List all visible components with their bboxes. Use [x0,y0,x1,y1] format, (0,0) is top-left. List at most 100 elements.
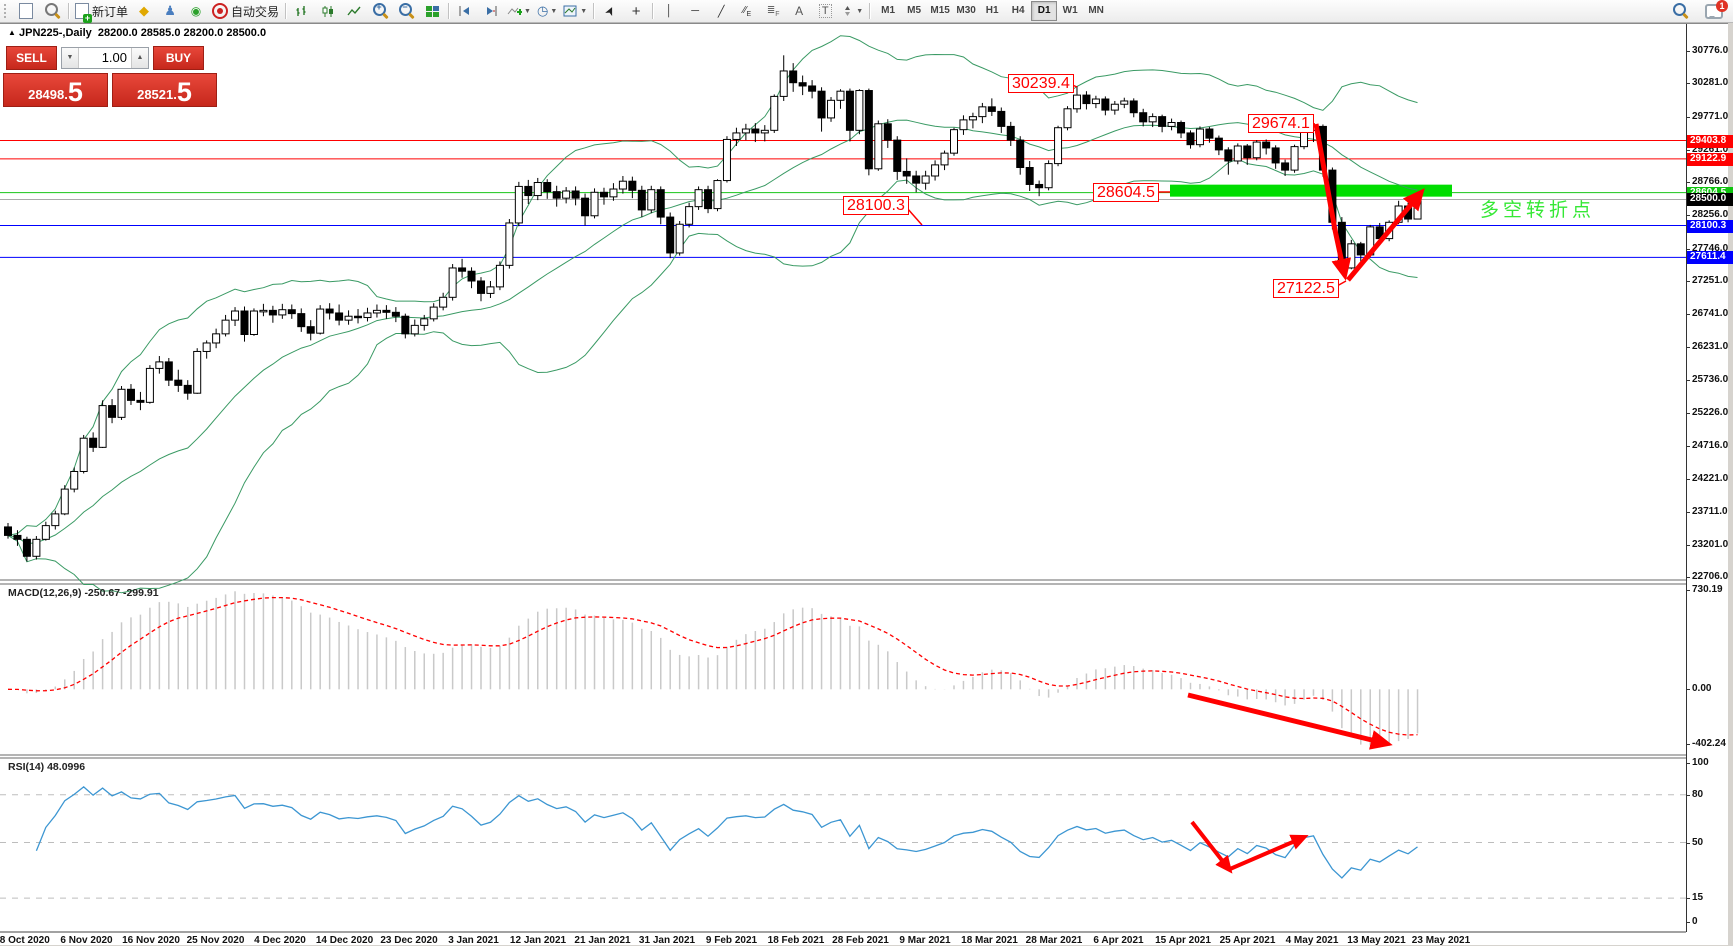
metaeditor-button[interactable]: ◆ [131,0,157,22]
axis-tick-label: 29261.0 [1692,144,1729,155]
axis-tick-mark [1686,577,1690,578]
vertical-line-button[interactable]: │ [656,0,682,22]
axis-tick-label: 24716.0 [1692,440,1729,451]
auto-scroll-button[interactable] [452,0,478,22]
tile-windows-button[interactable] [419,0,445,22]
zoom-out-button[interactable]: − [393,0,419,22]
price-chart-canvas[interactable] [0,24,1688,946]
price-annotation-box[interactable]: 28100.3 [843,196,909,215]
date-axis-label: 23 May 2021 [1411,935,1471,946]
timeframe-m15[interactable]: M15 [930,5,950,16]
date-axis-label: 13 May 2021 [1347,935,1406,946]
horizontal-line-icon: ─ [691,5,700,17]
axis-tick-label: 730.19 [1692,584,1723,595]
auto-trading-button[interactable]: 自动交易 [209,0,282,22]
volume-input[interactable]: 1.00 [101,50,127,65]
fibonacci-button[interactable]: ≣F [760,0,786,22]
timeframe-mn[interactable]: MN [1088,5,1104,16]
axis-tick-label: 15 [1692,892,1704,903]
fibonacci-icon: ≣F [766,4,780,18]
turning-point-annotation[interactable]: 多空转折点 [1480,200,1596,221]
vertical-line-icon: │ [665,5,673,17]
periods-button[interactable]: ◷ ▼ [534,0,560,22]
axis-tick-mark [1686,215,1690,216]
text-tool-button[interactable]: A [786,0,812,22]
price-annotation-box[interactable]: 29674.1 [1248,114,1314,133]
axis-tick-mark [1686,314,1690,315]
trendline-button[interactable]: ╱ [708,0,734,22]
price-annotation-box[interactable]: 30239.4 [1008,74,1074,93]
axis-tick-mark [1686,744,1690,745]
date-axis-label: 3 Jan 2021 [448,935,499,946]
periods-clock-icon: ◷ [536,3,549,18]
buy-price[interactable]: 28521. 5 [112,73,217,107]
notifications-button[interactable]: 1 [1701,0,1728,22]
candlestick-button[interactable] [315,0,341,22]
axis-tick-mark [1686,479,1690,480]
sell-button[interactable]: SELL [6,46,57,70]
axis-tick-label: 0.00 [1692,683,1712,694]
signals-button[interactable]: ◉ [183,0,209,22]
expert-advisor-icon: ♟ [164,3,176,18]
toolbar-drag-handle[interactable] [4,4,11,18]
arrows-tool-icon [845,6,851,16]
timeframe-m1[interactable]: M1 [881,5,896,16]
experts-button[interactable]: ♟ [157,0,183,22]
chat-icon: 1 [1705,0,1728,19]
date-axis-label: 31 Jan 2021 [638,935,696,946]
label-tool-button[interactable]: T [812,0,838,22]
crosshair-button[interactable]: + [623,0,649,22]
arrows-dropdown-arrow: ▼ [856,7,864,15]
templates-button[interactable]: ▼ [560,0,590,22]
axis-tick-label: 27746.0 [1692,243,1729,254]
one-click-trading-panel: SELL ▼ 1.00 ▲ BUY 28498. 5 28521. 5 [3,46,221,107]
price-badge: 28500.0 [1687,193,1733,206]
search-button[interactable] [1667,0,1693,22]
crosshair-icon: + [631,2,641,20]
timeframe-h4[interactable]: H4 [1011,5,1025,16]
cursor-button[interactable]: ➤ [597,0,623,22]
timeframe-w1[interactable]: W1 [1062,5,1078,16]
horizontal-line-button[interactable]: ─ [682,0,708,22]
line-chart-button[interactable] [341,0,367,22]
zoom-in-button[interactable]: + [367,0,393,22]
price-annotation-box[interactable]: 27122.5 [1273,279,1339,298]
date-axis-label: 28 Mar 2021 [1025,935,1083,946]
timeframe-h1[interactable]: H1 [985,5,999,16]
price-badge: 28100.3 [1687,220,1733,233]
arrows-tool-button[interactable]: ▼ [838,0,866,22]
price-annotation-box[interactable]: 28604.5 [1093,183,1159,202]
new-order-button[interactable]: 新订单 [72,0,131,23]
volume-increase-button[interactable]: ▲ [131,48,148,68]
timeframe-m5[interactable]: M5 [907,5,922,16]
axis-tick-mark [1686,898,1690,899]
axis-tick-label: 24221.0 [1692,473,1729,484]
volume-decrease-button[interactable]: ▼ [62,48,79,68]
timeframe-d1[interactable]: D1 [1031,1,1058,21]
indicators-dropdown-arrow: ▼ [524,7,531,15]
axis-tick-mark [1686,249,1690,250]
equidistant-channel-icon: ∕∕E [743,4,752,18]
profiles-button[interactable] [39,0,65,22]
bar-chart-button[interactable] [289,0,315,22]
bar-chart-icon [296,5,306,16]
auto-scroll-icon [459,6,470,16]
axis-tick-label: 22706.0 [1692,571,1729,582]
periods-dropdown-arrow: ▼ [550,7,558,15]
candlestick-icon [322,5,334,17]
sell-price[interactable]: 28498. 5 [3,73,108,107]
chart-title: ▲ JPN225-,Daily 28200.0 28585.0 28200.0 … [8,27,267,39]
indicators-button[interactable]: ▼ [504,0,534,22]
text-tool-icon: A [795,4,804,18]
axis-tick-label: 100 [1692,757,1709,768]
new-chart-button[interactable] [13,0,39,22]
chart-shift-icon [487,6,497,16]
buy-button[interactable]: BUY [153,46,204,70]
date-axis-label: 21 Jan 2021 [574,935,631,946]
chart-shift-button[interactable] [478,0,504,22]
channel-button[interactable]: ∕∕E [734,0,760,22]
date-axis-label: 4 Dec 2020 [254,935,306,946]
timeframe-m30[interactable]: M30 [956,5,976,16]
axis-tick-mark [1686,763,1690,764]
zoom-in-icon: + [372,2,386,16]
